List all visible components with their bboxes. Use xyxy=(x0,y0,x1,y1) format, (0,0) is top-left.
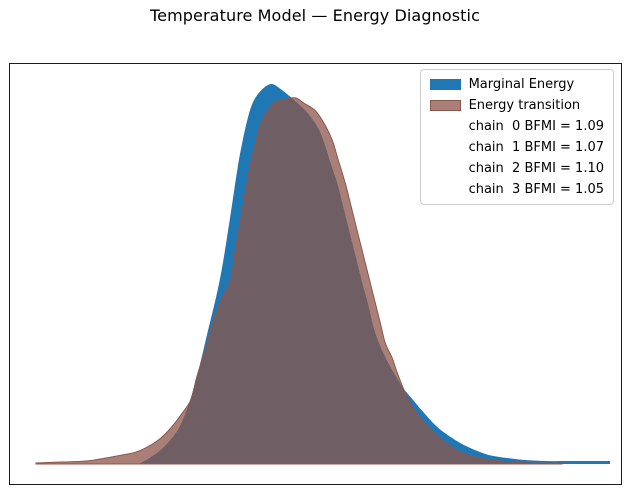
bfmi-value-chain-2: chain 2 BFMI = 1.10 xyxy=(468,161,604,176)
plot-area: Marginal Energy Energy transition chain … xyxy=(9,63,622,485)
marginal-energy-swatch xyxy=(429,79,461,90)
energy-transition-swatch xyxy=(429,100,461,111)
legend-item-chain-3-bfmi: chain 3 BFMI = 1.05 xyxy=(430,179,604,200)
bfmi-value-chain-0: chain 0 BFMI = 1.09 xyxy=(468,119,604,134)
legend-item-energy-transition: Energy transition xyxy=(429,95,604,116)
legend-label: Energy transition xyxy=(468,98,581,113)
legend-item-marginal-energy: Marginal Energy xyxy=(429,74,604,95)
bfmi-value-chain-3: chain 3 BFMI = 1.05 xyxy=(468,182,604,197)
bfmi-value-chain-1: chain 1 BFMI = 1.07 xyxy=(468,140,604,155)
legend: Marginal Energy Energy transition chain … xyxy=(419,69,614,205)
legend-item-chain-2-bfmi: chain 2 BFMI = 1.10 xyxy=(430,158,604,179)
density-canvas xyxy=(35,83,611,465)
legend-item-chain-1-bfmi: chain 1 BFMI = 1.07 xyxy=(430,137,604,158)
legend-label: Marginal Energy xyxy=(468,77,575,92)
chart-title: Temperature Model — Energy Diagnostic xyxy=(150,6,480,25)
energy-transition-area xyxy=(35,97,563,465)
legend-item-chain-0-bfmi: chain 0 BFMI = 1.09 xyxy=(430,116,604,137)
